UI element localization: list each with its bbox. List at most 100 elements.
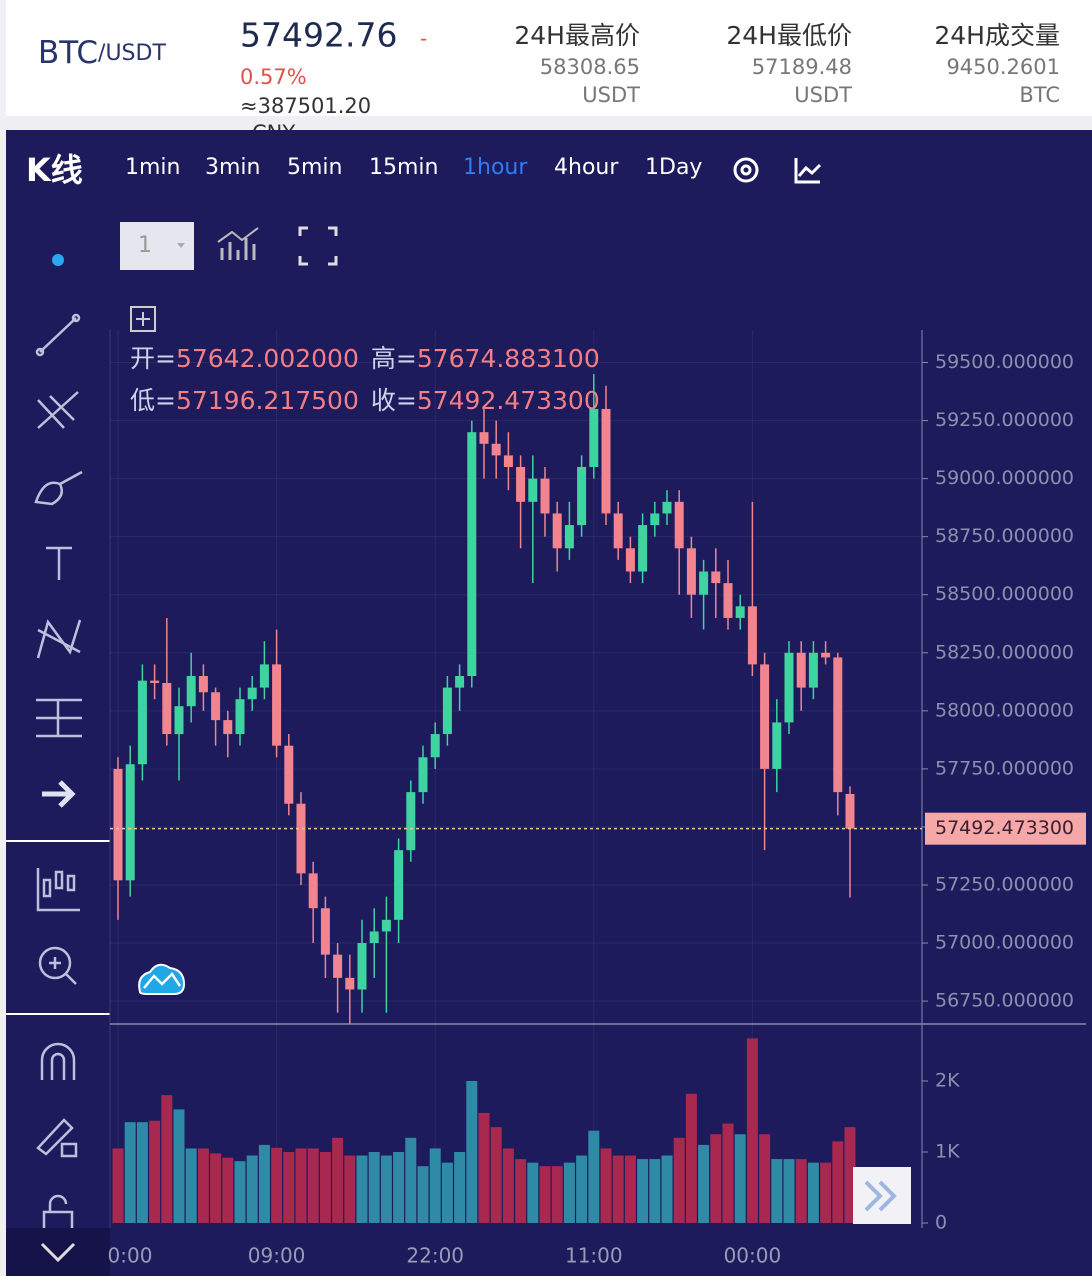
volume-bar (637, 1159, 649, 1223)
settings-icon[interactable] (733, 157, 759, 183)
fullscreen-icon[interactable] (298, 226, 338, 266)
volume-bar (466, 1080, 478, 1223)
volume-bar (685, 1093, 697, 1223)
candle-body (540, 478, 550, 514)
volume-bar (502, 1148, 514, 1223)
volume-bar (649, 1159, 661, 1223)
ohlc-value: 57642.002000 (176, 344, 359, 373)
volume-bar (746, 1038, 758, 1223)
interval-tab[interactable]: 4hour (554, 155, 619, 180)
candle-body (747, 606, 757, 665)
candle-body (333, 954, 343, 978)
y-tick-label: 1K (935, 1140, 960, 1162)
volume-bar (563, 1162, 575, 1223)
interval-tab[interactable]: 1min (125, 155, 180, 180)
ohlc-label: 高= (371, 344, 417, 373)
candle-body (259, 664, 269, 688)
fork-tool[interactable] (37, 391, 79, 429)
candle-body (735, 606, 745, 618)
y-tick-label: 57250.000000 (935, 873, 1074, 895)
interval-tab[interactable]: 1hour (463, 155, 528, 180)
interval-tab[interactable]: 15min (369, 155, 438, 180)
y-tick-label: 2K (935, 1069, 960, 1091)
candle-body (796, 652, 806, 688)
indicator-icon[interactable] (794, 158, 822, 184)
select-arrow (177, 243, 185, 248)
candle-body (162, 682, 172, 735)
chart-type-icon[interactable] (217, 227, 259, 260)
ohlc-value: 57492.473300 (417, 386, 600, 415)
volume-bar (417, 1166, 429, 1223)
candle-body (821, 652, 831, 658)
volume-bar (454, 1151, 466, 1223)
interval-tab[interactable]: 1Day (645, 155, 702, 180)
volume-bar (490, 1127, 502, 1223)
volume-bar (576, 1155, 588, 1223)
candle-body (662, 501, 672, 514)
candle-body (125, 764, 135, 881)
candle-body (235, 699, 245, 735)
candle-body (650, 513, 660, 526)
x-tick-label: 00:00 (724, 1244, 782, 1268)
candle-body (845, 793, 855, 829)
candle-body (198, 676, 208, 693)
period-select[interactable] (120, 222, 194, 270)
brush-tool[interactable] (34, 470, 83, 506)
candle-body (272, 664, 282, 746)
pattern-tool[interactable] (36, 619, 82, 659)
volume-bar (258, 1144, 270, 1223)
arrow-tool[interactable] (42, 780, 76, 808)
candle-body (552, 513, 562, 549)
candle-body (394, 850, 404, 920)
volume-bar (441, 1162, 453, 1223)
candle-body (723, 583, 733, 618)
last-price: 57492.76 (240, 16, 397, 55)
change-percent: 0.57% (240, 65, 307, 89)
volume-bar (807, 1162, 819, 1223)
candle-body (284, 745, 294, 804)
candle-body (296, 803, 306, 874)
y-tick-label: 59250.000000 (935, 409, 1074, 431)
lock-draw-tool[interactable] (36, 1118, 78, 1158)
candle-body (211, 692, 221, 721)
add-indicator-icon[interactable] (130, 306, 156, 332)
candle-body (442, 687, 452, 735)
volume-bar (319, 1151, 331, 1223)
line-tool[interactable] (35, 313, 81, 357)
collapse-button[interactable] (6, 1228, 110, 1276)
symbol: BTC/USDT (38, 35, 166, 71)
header-bar (6, 0, 1092, 116)
volume-bar (185, 1148, 197, 1223)
volume-bar (295, 1148, 307, 1223)
symbol-quote: /USDT (98, 41, 166, 66)
volume-bar (783, 1159, 795, 1223)
ohlc-row: 开=57642.002000 高=57674.883100 (130, 344, 600, 373)
volume-bar (734, 1134, 746, 1223)
volume-bar (624, 1155, 636, 1223)
volume-bar (246, 1155, 258, 1223)
measure-tool[interactable] (36, 698, 82, 738)
zoom-tool[interactable] (38, 946, 77, 985)
volume-bar (271, 1147, 283, 1223)
cursor-tool[interactable] (52, 254, 64, 266)
volume-bar (380, 1155, 392, 1223)
candle-body (808, 652, 818, 688)
magnet-tool[interactable] (40, 1042, 76, 1080)
volume-bar (429, 1148, 441, 1223)
indicator-tool[interactable] (36, 868, 80, 912)
volume-bar (722, 1123, 734, 1223)
interval-tab[interactable]: 3min (205, 155, 260, 180)
candle-body (613, 513, 623, 549)
candle-body (430, 734, 440, 758)
volume-bar (515, 1159, 527, 1223)
volume-bar (210, 1153, 222, 1223)
candle-body (491, 443, 501, 456)
volume-bar (344, 1155, 356, 1223)
volume-bar (588, 1130, 600, 1223)
volume-bar (332, 1137, 344, 1223)
candle-body (418, 757, 428, 793)
plot: 56750.00000057000.00000057250.0000005750… (108, 330, 1086, 1268)
interval-tab[interactable]: 5min (287, 155, 342, 180)
text-tool[interactable] (46, 546, 72, 580)
